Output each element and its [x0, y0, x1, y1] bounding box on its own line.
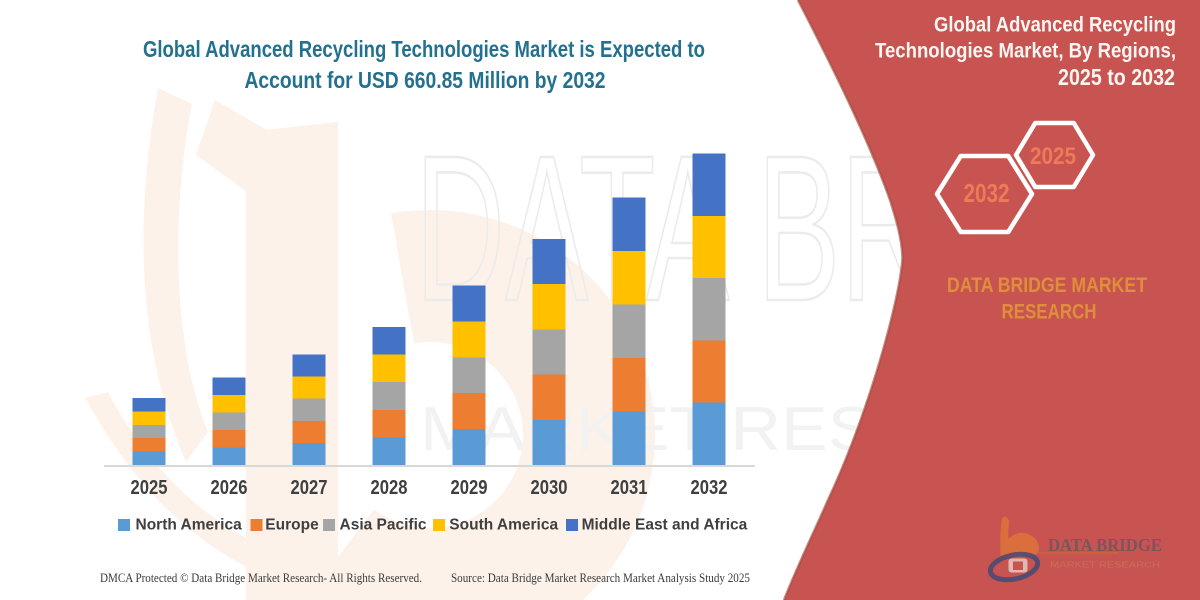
svg-text:Europe: Europe	[265, 517, 319, 534]
svg-text:Technologies Market, By Region: Technologies Market, By Regions,	[875, 40, 1176, 63]
svg-text:South America: South America	[449, 517, 558, 534]
svg-text:DMCA Protected © Data Bridge M: DMCA Protected © Data Bridge Market Rese…	[100, 571, 422, 585]
svg-text:2029: 2029	[451, 477, 488, 499]
svg-text:2025: 2025	[131, 477, 168, 499]
svg-text:2028: 2028	[371, 477, 408, 499]
svg-text:Asia Pacific: Asia Pacific	[340, 517, 427, 534]
svg-text:2032: 2032	[964, 178, 1010, 208]
svg-text:2031: 2031	[611, 477, 648, 499]
svg-text:2025 to 2032: 2025 to 2032	[1058, 64, 1175, 90]
svg-text:Account for USD 660.85 Million: Account for USD 660.85 Million by 2032	[245, 67, 606, 93]
svg-text:DATA BRIDGE: DATA BRIDGE	[1048, 535, 1162, 555]
svg-text:Global Advanced Recycling: Global Advanced Recycling	[934, 14, 1176, 37]
svg-text:2026: 2026	[211, 477, 248, 499]
svg-text:2025: 2025	[1030, 143, 1076, 170]
svg-text:Middle East and Africa: Middle East and Africa	[582, 517, 748, 534]
svg-text:Source: Data Bridge Market Res: Source: Data Bridge Market Research Mark…	[451, 571, 750, 585]
svg-text:RESEARCH: RESEARCH	[1002, 300, 1097, 324]
svg-text:2030: 2030	[531, 477, 568, 499]
svg-text:North America: North America	[136, 517, 243, 534]
svg-text:Global Advanced Recycling Tech: Global Advanced Recycling Technologies M…	[143, 36, 705, 62]
svg-text:MARKET RESEARCH: MARKET RESEARCH	[1050, 560, 1160, 570]
svg-text:2027: 2027	[291, 477, 328, 499]
svg-text:2032: 2032	[691, 477, 728, 499]
svg-text:DATA BRIDGE MARKET: DATA BRIDGE MARKET	[947, 273, 1147, 297]
